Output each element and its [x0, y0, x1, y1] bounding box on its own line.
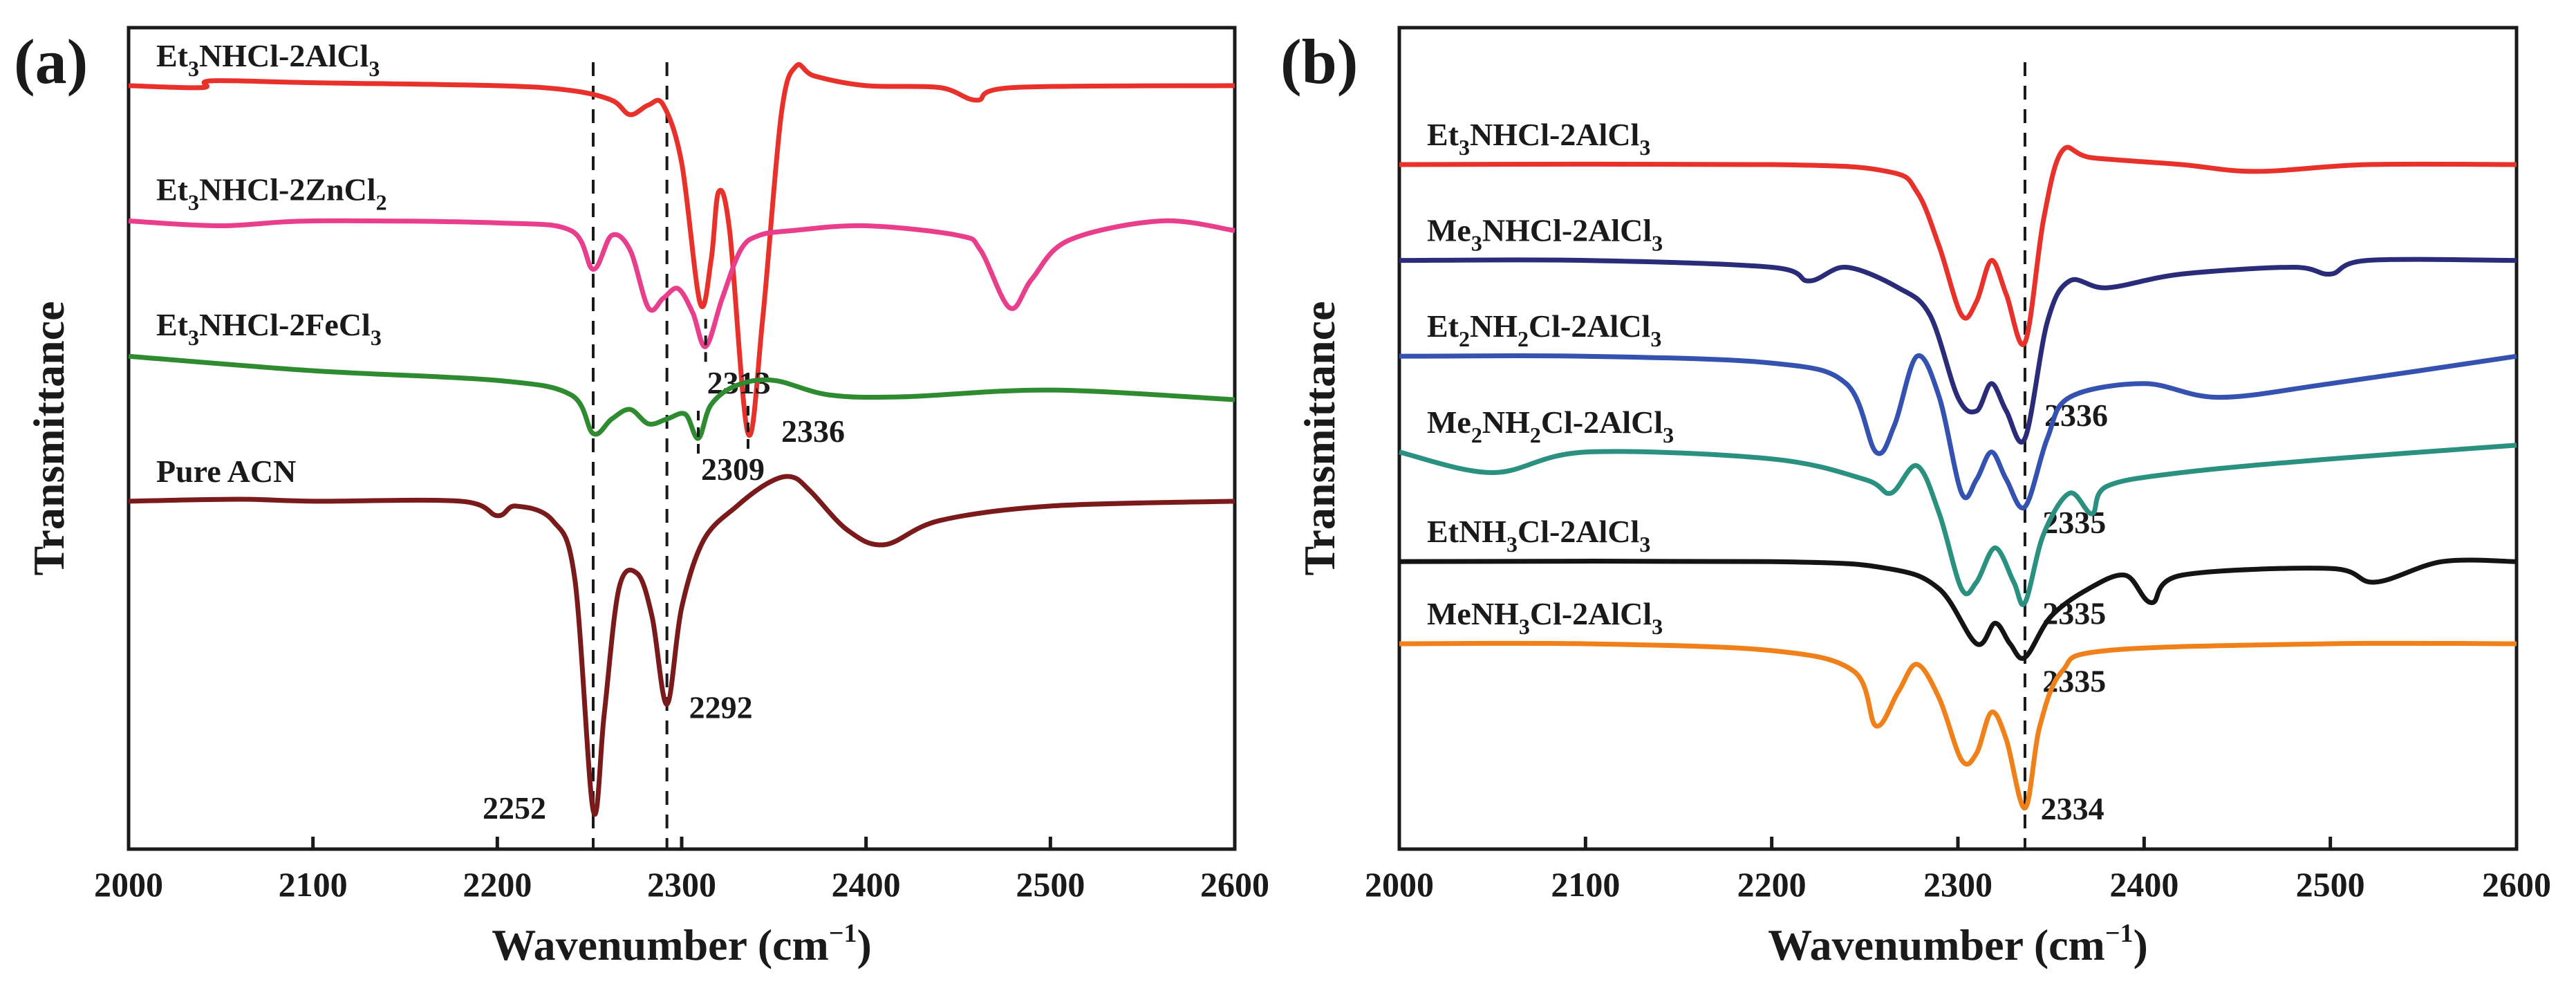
x-tick-label: 2000	[1365, 865, 1434, 904]
y-axis-title: Transmittance	[24, 301, 73, 576]
series-label: Et3NHCl-2ZnCl2	[156, 172, 387, 215]
peak-label: 2252	[483, 790, 546, 826]
x-tick-label: 2500	[1016, 865, 1085, 904]
x-tick-label: 2300	[647, 865, 716, 904]
y-axis-title: Transmittance	[1295, 301, 1344, 576]
x-axis-title: Wavenumber (cm−1)	[492, 919, 872, 969]
panel-label: (b)	[1280, 26, 1358, 97]
peak-label: 2336	[781, 413, 845, 449]
x-tick-label: 2400	[832, 865, 901, 904]
series-label: MeNH3Cl-2AlCl3	[1427, 596, 1663, 639]
x-tick-label: 2500	[2296, 865, 2365, 904]
series-label: Et3NHCl-2AlCl3	[1427, 117, 1650, 160]
series-label: EtNH3Cl-2AlCl3	[1427, 514, 1650, 557]
peak-label: 2292	[689, 689, 753, 725]
panel-a: (a) 2000 2100 2200 2300 2400 2500 2600 Wavenumbe…	[14, 26, 1269, 969]
x-tick-label: 2300	[1923, 865, 1992, 904]
x-tick-label: 2000	[94, 865, 163, 904]
x-tick-label: 2200	[463, 865, 532, 904]
series-line	[128, 218, 1235, 349]
series-line	[1399, 353, 2517, 511]
series-line	[128, 474, 1235, 817]
series-line	[128, 62, 1235, 438]
series-line	[1399, 443, 2517, 607]
x-tick-label: 2200	[1737, 865, 1807, 904]
series-line	[1399, 257, 2517, 445]
series-label: Me2NH2Cl-2AlCl3	[1427, 405, 1674, 447]
series-label: Me3NHCl-2AlCl3	[1427, 213, 1663, 256]
panel-label: (a)	[14, 26, 88, 97]
x-tick-label: 2100	[1551, 865, 1620, 904]
series-label: Et3NHCl-2AlCl3	[156, 38, 380, 81]
series-line	[1399, 640, 2517, 811]
x-tick-label: 2600	[2482, 865, 2551, 904]
x-tick-label: 2100	[279, 865, 348, 904]
series-line	[1399, 557, 2517, 661]
series-label: Et3NHCl-2FeCl3	[156, 307, 382, 350]
series-label: Pure ACN	[156, 454, 296, 489]
peak-label: 2309	[701, 452, 765, 487]
series-label: Et2NH2Cl-2AlCl3	[1427, 308, 1661, 351]
x-axis-title: Wavenumber (cm−1)	[1768, 919, 2148, 969]
x-tick-label: 2400	[2109, 865, 2178, 904]
peak-label: 2334	[2041, 791, 2104, 826]
panel-b: (b) 2000 2100 2200 2300 2400 2500 2600 Wavenumbe…	[1280, 26, 2551, 969]
series-line	[128, 353, 1235, 441]
series-line	[1399, 145, 2517, 347]
x-tick-label: 2600	[1200, 865, 1269, 904]
